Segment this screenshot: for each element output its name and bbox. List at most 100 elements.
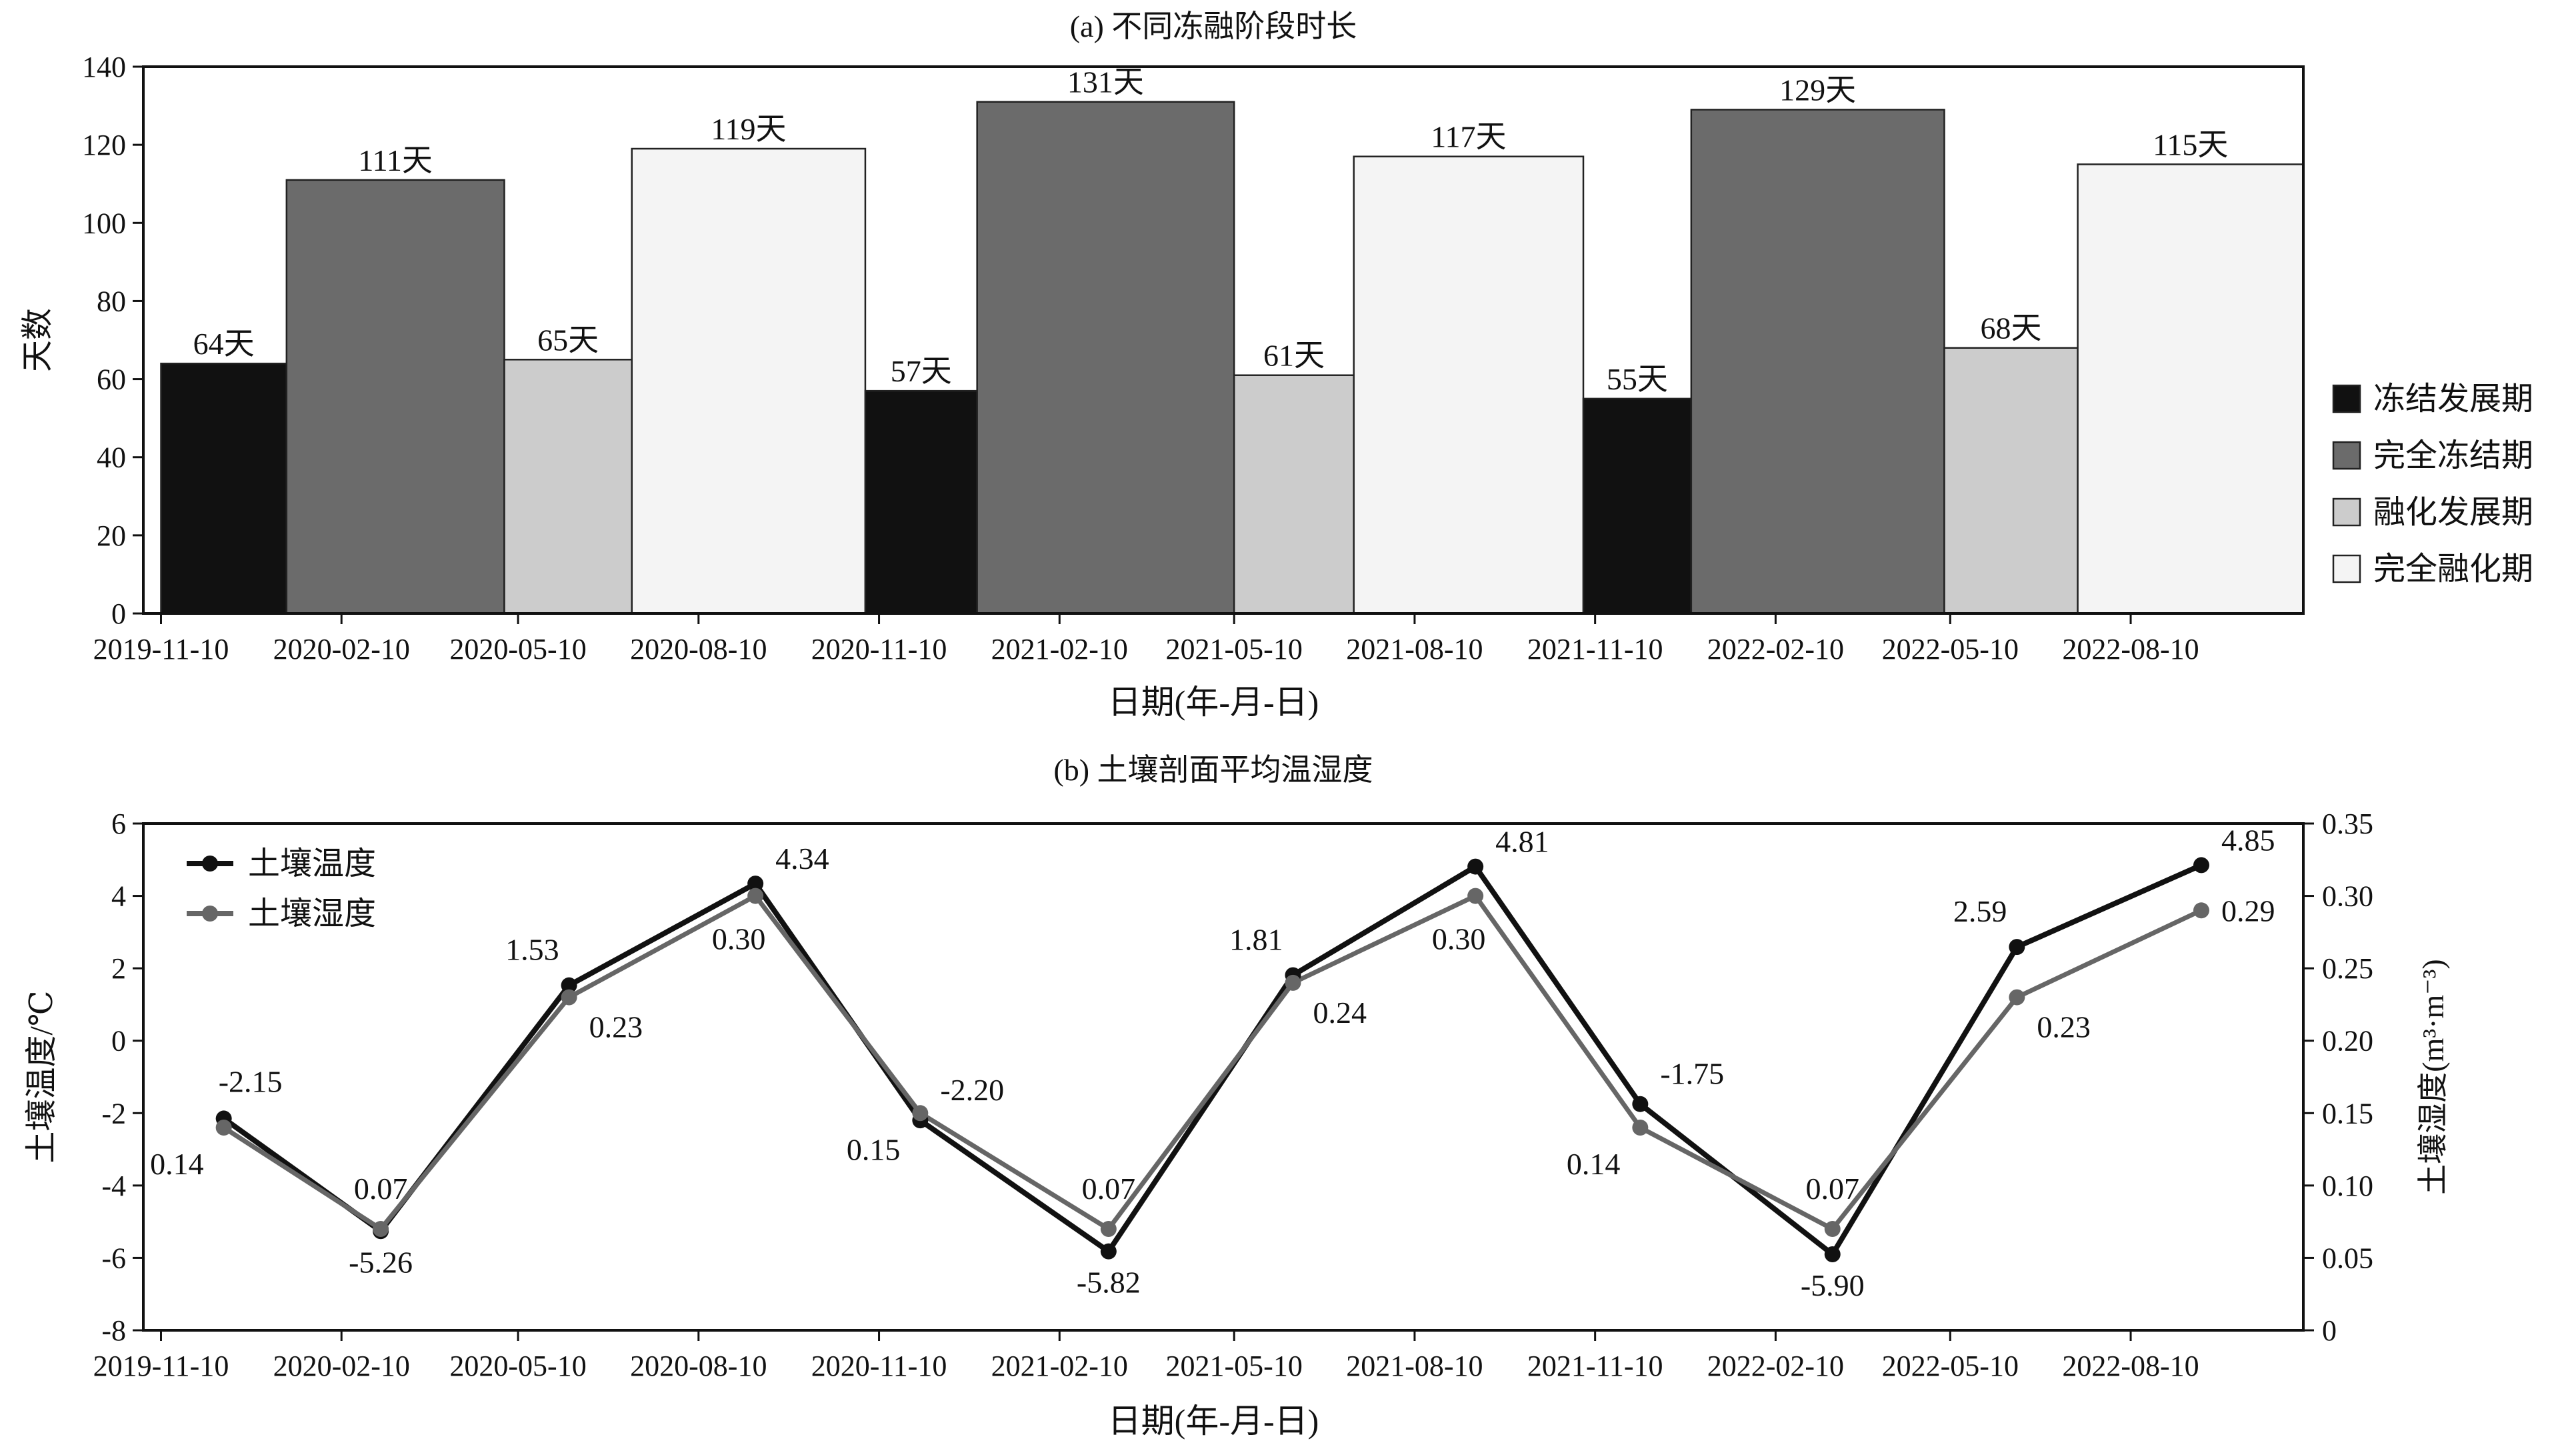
- panel-b-data-labels: -2.15 -5.26 1.53 4.34 -2.20 -5.82 1.81 4.81 -1.7…: [150, 823, 2275, 1302]
- right-y-tick-label: 0.20: [2322, 1025, 2373, 1058]
- temperature-data-label: 1.53: [505, 933, 559, 967]
- bar: [285, 179, 505, 615]
- panel-a-title: (a) 不同冻融阶段时长: [1070, 9, 1357, 43]
- temperature-data-label: -5.90: [1801, 1268, 1865, 1302]
- y-tick-label: -6: [101, 1242, 126, 1274]
- data-point: [912, 1105, 929, 1122]
- y-tick-label: 0: [111, 597, 126, 630]
- bar-value-label: 117天: [1431, 120, 1506, 154]
- data-point: [215, 1120, 232, 1136]
- moisture-data-label: 0.14: [150, 1147, 204, 1181]
- x-tick-label: 2021-11-10: [1527, 633, 1663, 665]
- bar-value-label: 64天: [193, 327, 255, 361]
- data-point: [1467, 888, 1484, 904]
- y-tick-label: 120: [82, 129, 126, 161]
- data-point: [2193, 857, 2209, 874]
- temperature-data-label: -2.15: [219, 1064, 283, 1098]
- bar-value-label: 55天: [1607, 362, 1668, 396]
- x-tick-label: 2022-05-10: [1882, 1350, 2019, 1382]
- panel-b-x-axis-ticks: 2019-11-10 2020-02-10 2020-05-10 2020-08-10…: [93, 1330, 2199, 1382]
- temperature-data-label: 4.34: [775, 842, 829, 876]
- legend-label: 冻结发展期: [2373, 381, 2533, 417]
- y-tick-label: 20: [97, 519, 126, 552]
- panel-b-left-y-axis-label: 土壤温度/℃: [24, 990, 59, 1163]
- legend-label: 完全冻结期: [2373, 438, 2533, 473]
- bar-value-label: 57天: [891, 354, 952, 388]
- bar-value-label: 131天: [1067, 65, 1144, 99]
- data-point: [1285, 974, 1301, 991]
- right-y-tick-label: 0: [2322, 1314, 2337, 1347]
- x-tick-label: 2021-11-10: [1527, 1350, 1663, 1382]
- x-tick-label: 2020-11-10: [811, 633, 947, 665]
- panel-b-x-axis-label: 日期(年-月-日): [1108, 1402, 1319, 1440]
- x-tick-label: 2022-05-10: [1882, 633, 2019, 665]
- series-line: [222, 862, 2203, 1257]
- x-tick-label: 2020-08-10: [630, 633, 767, 665]
- moisture-data-label: 0.30: [712, 922, 766, 956]
- x-tick-label: 2022-08-10: [2062, 1350, 2199, 1382]
- right-y-tick-label: 0.30: [2322, 880, 2373, 913]
- panel-b-left-y-axis-ticks: -8 -6 -4 -2 0 2 4 6: [101, 808, 143, 1347]
- data-point: [1632, 1096, 1649, 1112]
- y-tick-label: 100: [82, 207, 126, 239]
- x-tick-label: 2022-02-10: [1707, 633, 1844, 665]
- bar: [1690, 109, 1945, 615]
- legend-label: 土壤湿度: [248, 896, 376, 932]
- moisture-data-label: 0.14: [1567, 1147, 1621, 1181]
- bar: [2077, 163, 2305, 615]
- legend-swatch: [2332, 554, 2361, 583]
- y-tick-label: -2: [101, 1097, 126, 1130]
- y-tick-label: 0: [111, 1025, 126, 1058]
- bar-value-label: 65天: [537, 323, 599, 357]
- data-point: [1632, 1120, 1649, 1136]
- y-tick-label: 4: [111, 880, 126, 913]
- x-tick-label: 2019-11-10: [93, 1350, 229, 1382]
- data-point: [561, 977, 577, 994]
- y-tick-label: 80: [97, 285, 126, 317]
- panel-b-right-y-axis-ticks: 0 0.05 0.10 0.15 0.20 0.25 0.30 0.35: [2303, 808, 2373, 1347]
- bar: [160, 362, 288, 615]
- y-tick-label: -8: [101, 1314, 126, 1347]
- temperature-data-label: -1.75: [1660, 1057, 1724, 1091]
- data-point: [1824, 1246, 1841, 1262]
- y-tick-label: 40: [97, 441, 126, 474]
- panel-a-y-axis-label: 天数: [20, 308, 55, 372]
- temperature-data-label: -2.20: [940, 1073, 1004, 1107]
- right-y-tick-label: 0.25: [2322, 952, 2373, 985]
- panel-a-x-axis-ticks: 2019-11-10 2020-02-10 2020-05-10 2020-08-10…: [93, 613, 2199, 665]
- data-point: [1100, 1243, 1117, 1260]
- moisture-data-label: 0.23: [589, 1010, 643, 1044]
- bar: [503, 359, 633, 615]
- y-tick-label: 6: [111, 808, 126, 840]
- x-tick-label: 2021-08-10: [1346, 633, 1483, 665]
- x-tick-label: 2020-05-10: [449, 1350, 586, 1382]
- legend-label: 融化发展期: [2373, 495, 2533, 530]
- moisture-data-label: 0.07: [1082, 1172, 1136, 1206]
- moisture-data-label: 0.24: [1313, 996, 1367, 1030]
- data-point: [747, 888, 764, 904]
- right-y-tick-label: 0.05: [2322, 1242, 2373, 1274]
- legend-swatch: [2332, 441, 2361, 470]
- temperature-data-label: 2.59: [1953, 894, 2007, 928]
- x-tick-label: 2021-02-10: [991, 1350, 1128, 1382]
- panel-a-bar-chart: (a) 不同冻融阶段时长 64天 111天 65天 119天 57天 131天 61天 117…: [20, 9, 2533, 721]
- x-tick-label: 2020-11-10: [811, 1350, 947, 1382]
- bar: [864, 389, 978, 615]
- data-point: [747, 876, 764, 892]
- data-point: [373, 1221, 389, 1237]
- bar: [976, 101, 1235, 615]
- x-tick-label: 2022-08-10: [2062, 633, 2199, 665]
- panel-b-right-y-axis-label: 土壤湿度(m³·m⁻³): [2416, 959, 2450, 1194]
- panel-a-bars: [160, 101, 2305, 615]
- panel-a-x-axis-label: 日期(年-月-日): [1108, 683, 1319, 721]
- x-tick-label: 2022-02-10: [1707, 1350, 1844, 1382]
- data-point: [1824, 1221, 1841, 1237]
- panel-b-series-lines: [222, 862, 2203, 1257]
- temperature-data-label: -5.82: [1077, 1266, 1141, 1300]
- bar: [631, 147, 867, 615]
- panel-b-title: (b) 土壤剖面平均温湿度: [1053, 753, 1373, 787]
- panel-a-bar-labels: 64天 111天 65天 119天 57天 131天 61天 117天 55天 129天 68天 11…: [193, 65, 2229, 396]
- data-point: [2193, 902, 2209, 919]
